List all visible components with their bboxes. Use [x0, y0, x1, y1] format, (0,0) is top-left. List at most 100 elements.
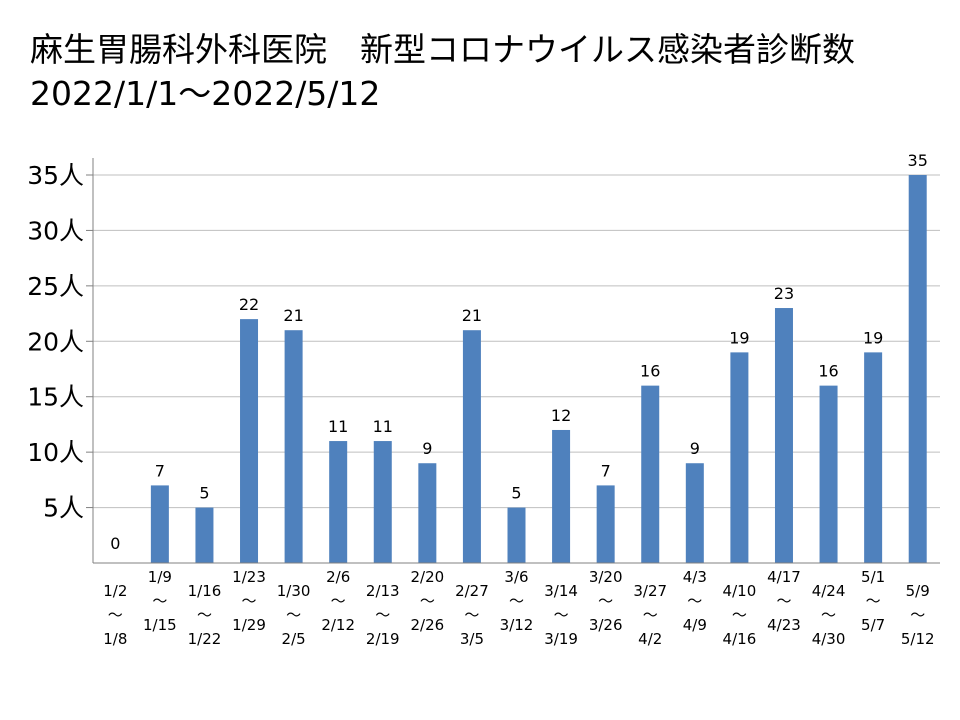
x-category-start: 1/23 [232, 568, 266, 586]
data-label: 9 [690, 439, 700, 458]
y-tick-label: 25人 [27, 272, 84, 301]
data-label: 9 [422, 439, 432, 458]
x-category-start: 4/3 [683, 568, 707, 586]
x-category-end: 4/2 [638, 630, 662, 648]
x-category-end: 4/16 [723, 630, 757, 648]
bar [596, 485, 615, 563]
bar [819, 385, 838, 563]
data-label: 16 [818, 362, 838, 381]
chart-title-period: 2022/1/1～2022/5/12 [30, 74, 381, 113]
x-category-end: 2/5 [282, 630, 306, 648]
bar [774, 308, 793, 563]
bar [150, 485, 169, 563]
x-category-end: 3/19 [544, 630, 578, 648]
x-category-separator: ～ [598, 592, 613, 610]
x-category-start: 5/1 [861, 568, 885, 586]
data-label: 22 [239, 295, 259, 314]
y-tick-label: 35人 [27, 161, 84, 190]
x-category-separator: ～ [554, 606, 569, 624]
y-tick-label: 15人 [27, 383, 84, 412]
data-label: 35 [908, 151, 928, 170]
x-category-start: 1/2 [103, 582, 127, 600]
bar [462, 330, 481, 563]
x-category-end: 3/26 [589, 616, 623, 634]
data-label: 5 [511, 484, 521, 503]
x-category-start: 4/10 [723, 582, 757, 600]
x-category-separator: ～ [331, 592, 346, 610]
bar [195, 507, 214, 563]
x-category-start: 4/24 [812, 582, 846, 600]
y-tick-label: 10人 [27, 438, 84, 467]
data-label: 11 [373, 417, 393, 436]
x-category-end: 4/23 [767, 616, 801, 634]
x-category-end: 2/19 [366, 630, 400, 648]
bar [240, 319, 259, 563]
x-category-start: 4/17 [767, 568, 801, 586]
x-category-end: 5/12 [901, 630, 935, 648]
x-category-separator: ～ [732, 606, 747, 624]
x-category-start: 1/30 [277, 582, 311, 600]
data-label: 7 [155, 461, 165, 480]
x-category-start: 3/27 [633, 582, 667, 600]
x-category-end: 3/12 [500, 616, 534, 634]
x-category-end: 1/8 [103, 630, 127, 648]
x-category-start: 3/14 [544, 582, 578, 600]
x-category-end: 5/7 [861, 616, 885, 634]
x-category-start: 2/20 [410, 568, 444, 586]
bar [373, 441, 392, 563]
bar [685, 463, 704, 563]
bar [418, 463, 437, 563]
data-label: 21 [283, 306, 303, 325]
data-label: 5 [199, 484, 209, 503]
x-category-separator: ～ [776, 592, 791, 610]
bar [552, 429, 571, 563]
data-label: 23 [774, 284, 794, 303]
bars [150, 175, 927, 563]
x-category-separator: ～ [108, 606, 123, 624]
x-category-start: 3/20 [589, 568, 623, 586]
x-category-start: 3/6 [504, 568, 528, 586]
x-category-separator: ～ [821, 606, 836, 624]
bar [730, 352, 749, 563]
bar [864, 352, 883, 563]
x-category-end: 2/12 [321, 616, 355, 634]
bar [329, 441, 348, 563]
y-tick-label: 5人 [43, 494, 84, 523]
data-label: 19 [863, 328, 883, 347]
bar [641, 385, 660, 563]
x-category-separator: ～ [286, 606, 301, 624]
chart-title-main: 麻生胃腸科外科医院 新型コロナウイルス感染者診断数 [30, 30, 855, 69]
data-label: 0 [110, 534, 120, 553]
bar [284, 330, 303, 563]
x-category-separator: ～ [242, 592, 257, 610]
x-category-end: 3/5 [460, 630, 484, 648]
x-category-separator: ～ [910, 606, 925, 624]
labels: 5人 10人 15人 20人 25人 30人 35人 0 1/2 ～ 1/8 7 1/9 ～ 1/15 5 1/… [27, 151, 934, 648]
data-label: 7 [601, 461, 611, 480]
chart-title: 麻生胃腸科外科医院 新型コロナウイルス感染者診断数 2022/1/1～2022/… [30, 28, 855, 116]
data-label: 12 [551, 406, 571, 425]
x-category-separator: ～ [643, 606, 658, 624]
gridlines [93, 174, 940, 509]
y-tick-label: 20人 [27, 327, 84, 356]
x-category-separator: ～ [152, 592, 167, 610]
x-category-start: 1/16 [188, 582, 222, 600]
x-category-start: 2/6 [326, 568, 350, 586]
x-category-end: 1/29 [232, 616, 266, 634]
x-category-start: 2/27 [455, 582, 489, 600]
x-category-end: 4/9 [683, 616, 707, 634]
x-category-end: 2/26 [410, 616, 444, 634]
x-category-start: 5/9 [906, 582, 930, 600]
bar [507, 507, 526, 563]
x-category-separator: ～ [866, 592, 881, 610]
data-label: 21 [462, 306, 482, 325]
x-category-separator: ～ [197, 606, 212, 624]
x-category-end: 4/30 [812, 630, 846, 648]
x-category-start: 1/9 [148, 568, 172, 586]
x-category-end: 1/15 [143, 616, 177, 634]
x-category-separator: ～ [687, 592, 702, 610]
x-category-end: 1/22 [188, 630, 222, 648]
data-label: 16 [640, 362, 660, 381]
bar [908, 175, 927, 563]
